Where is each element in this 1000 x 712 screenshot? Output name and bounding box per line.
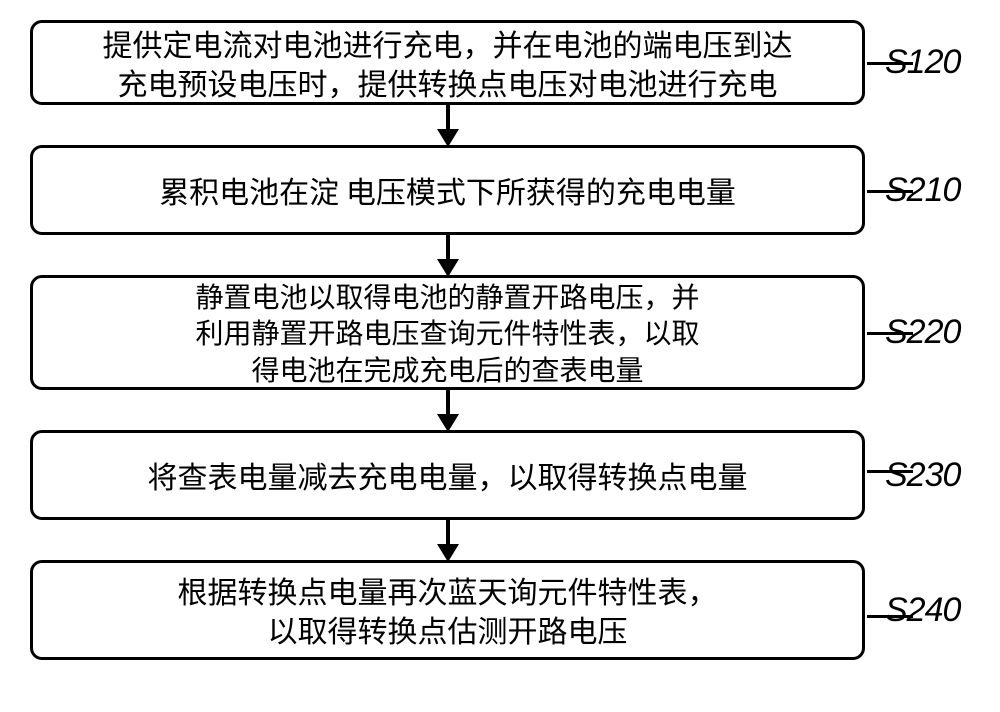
step-label: S240 <box>885 591 960 630</box>
label-connector <box>867 190 913 193</box>
arrow-head-icon <box>437 259 459 277</box>
flow-step-s120: 提供定电流对电池进行充电，并在电池的端电压到达 充电预设电压时，提供转换点电压对… <box>30 20 970 105</box>
step-box: 累积电池在淀 电压模式下所获得的充电电量 <box>30 145 865 235</box>
step-box: 将查表电量减去充电电量，以取得转换点电量 <box>30 430 865 520</box>
step-label: S230 <box>885 456 960 495</box>
step-box: 根据转换点电量再次蓝天询元件特性表， 以取得转换点估测开路电压 <box>30 560 865 660</box>
label-connector <box>867 332 913 335</box>
flow-step-s220: 静置电池以取得电池的静置开路电压，并 利用静置开路电压查询元件特性表，以取 得电… <box>30 275 970 390</box>
flow-step-s230: 将查表电量减去充电电量，以取得转换点电量 S230 <box>30 430 970 520</box>
flowchart-container: 提供定电流对电池进行充电，并在电池的端电压到达 充电预设电压时，提供转换点电压对… <box>30 20 970 660</box>
flow-arrow <box>30 520 865 560</box>
arrow-head-icon <box>437 129 459 147</box>
flow-arrow <box>30 390 865 430</box>
arrow-line <box>446 390 450 416</box>
flow-arrow <box>30 235 865 275</box>
step-box: 提供定电流对电池进行充电，并在电池的端电压到达 充电预设电压时，提供转换点电压对… <box>30 20 865 105</box>
label-connector <box>867 615 913 618</box>
label-connector <box>867 470 913 473</box>
arrow-line <box>446 520 450 546</box>
label-connector <box>867 62 913 65</box>
step-box: 静置电池以取得电池的静置开路电压，并 利用静置开路电压查询元件特性表，以取 得电… <box>30 275 865 390</box>
arrow-line <box>446 235 450 261</box>
flow-step-s240: 根据转换点电量再次蓝天询元件特性表， 以取得转换点估测开路电压 S240 <box>30 560 970 660</box>
arrow-line <box>446 105 450 131</box>
flow-step-s210: 累积电池在淀 电压模式下所获得的充电电量S210 <box>30 145 970 235</box>
flow-arrow <box>30 105 865 145</box>
arrow-head-icon <box>437 414 459 432</box>
arrow-head-icon <box>437 544 459 562</box>
